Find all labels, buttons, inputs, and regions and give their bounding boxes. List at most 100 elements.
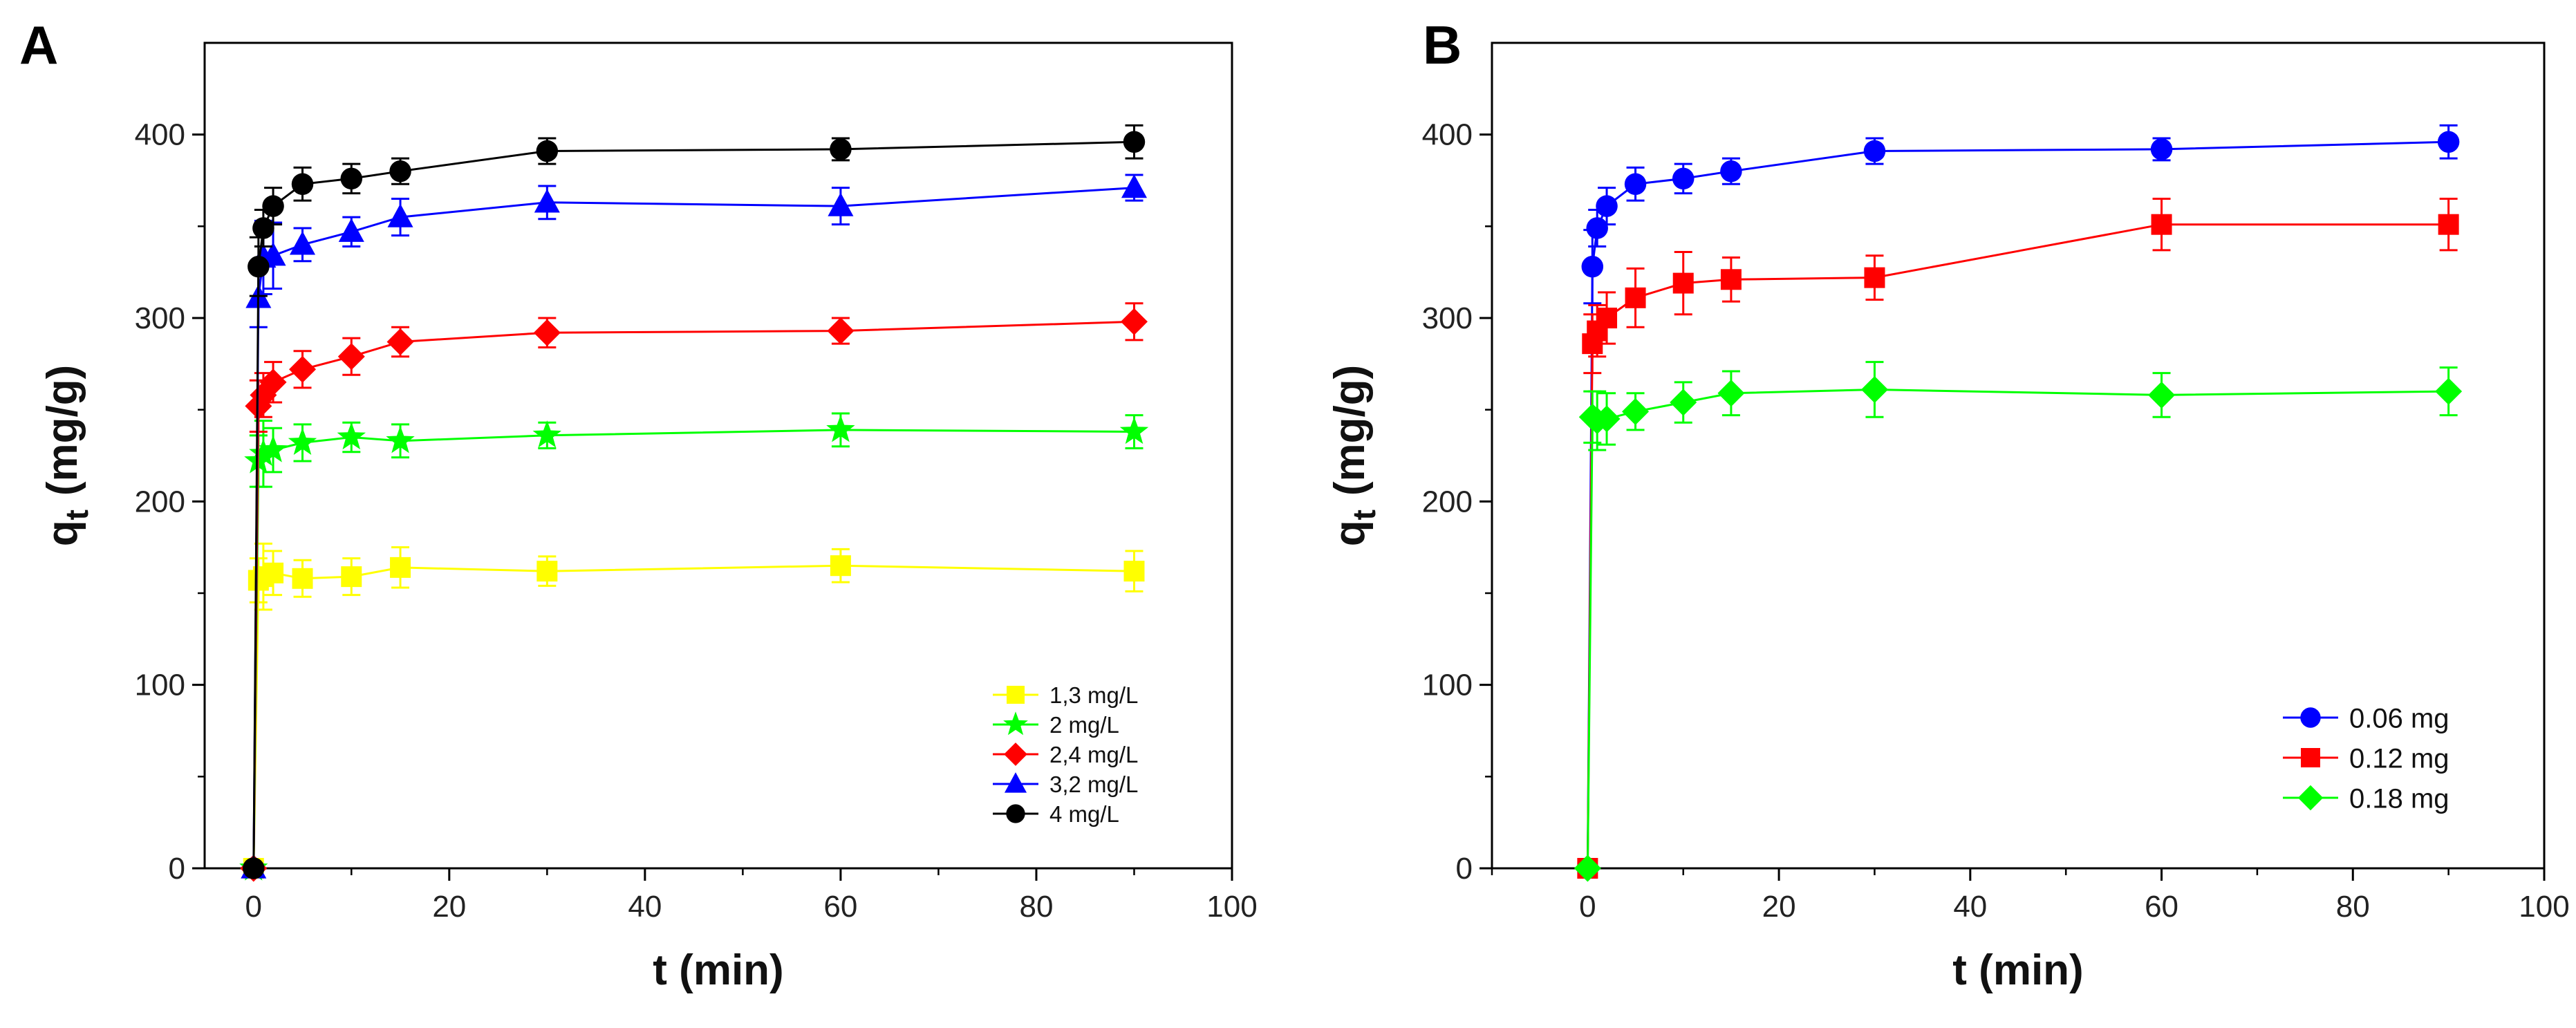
legend-marker: [2297, 785, 2324, 811]
data-point: [1121, 174, 1148, 198]
legend-label: 2,4 mg/L: [1049, 742, 1138, 767]
data-point: [291, 173, 314, 196]
series-line: [1586, 223, 2449, 869]
y-axis-title-units: (mg/g): [39, 365, 86, 496]
data-point: [389, 160, 411, 183]
data-point: [1123, 131, 1146, 153]
data-series-5: [243, 124, 1146, 879]
legend-marker: [2301, 748, 2320, 767]
legend-marker: [2300, 707, 2321, 728]
data-point: [2150, 138, 2173, 160]
legend-label: 0.18 mg: [2349, 783, 2449, 814]
legend-marker: [1007, 686, 1025, 704]
data-point: [1596, 195, 1618, 217]
data-point: [1625, 287, 1646, 308]
data-point: [341, 566, 362, 588]
data-point: [2438, 214, 2459, 235]
data-point: [1720, 269, 1742, 290]
data-point: [1123, 561, 1145, 582]
data-series-2: [239, 412, 1149, 881]
data-series-1: [243, 542, 1145, 879]
data-point: [259, 435, 288, 462]
panel-label: B: [1423, 15, 1462, 75]
x-tick-label: 60: [823, 890, 857, 924]
legend-label: 2 mg/L: [1049, 712, 1119, 738]
data-point: [337, 422, 366, 450]
legend-marker: [1004, 742, 1027, 766]
legend-label: 0.12 mg: [2349, 743, 2449, 774]
data-point: [262, 195, 284, 217]
data-point: [2151, 214, 2172, 235]
x-tick-label: 0: [1579, 890, 1596, 924]
data-point: [1624, 173, 1647, 196]
data-point: [1119, 416, 1149, 445]
data-point: [338, 218, 364, 242]
x-tick-label: 20: [432, 890, 466, 924]
data-point: [1860, 375, 1888, 403]
data-point: [289, 355, 317, 383]
legend-marker: [1004, 772, 1027, 793]
legend-label: 0.06 mg: [2349, 703, 2449, 733]
data-point: [1596, 308, 1618, 328]
y-tick-label: 100: [135, 669, 185, 702]
x-tick-label: 100: [1206, 890, 1257, 924]
series-line: [252, 429, 1135, 869]
data-point: [826, 415, 855, 442]
data-point: [386, 426, 415, 454]
data-point: [1672, 272, 1694, 294]
data-point: [2435, 377, 2463, 405]
data-point: [248, 255, 270, 278]
legend-marker: [1003, 711, 1028, 736]
data-point: [2437, 131, 2460, 153]
plot-frame: [1491, 41, 2546, 870]
data-point: [2148, 381, 2176, 409]
panel-label: A: [19, 15, 58, 75]
data-point: [292, 568, 313, 589]
legend: 1,3 mg/L 2 mg/L 2,4 mg/L 3,2 mg/L 4 mg/L: [993, 682, 1138, 827]
chart-panel-b: 0 20 40 60 80 100 0 100 200 300 400 t (min) qt (mg/g)…: [1326, 15, 2570, 994]
data-point: [337, 343, 365, 371]
data-point: [830, 138, 852, 160]
y-tick-label: 300: [135, 301, 185, 335]
x-tick-label: 80: [1019, 890, 1053, 924]
x-axis-title: t (min): [653, 946, 783, 994]
y-axis-title: qt (mg/g): [1326, 365, 1382, 547]
x-axis-title: t (min): [1952, 946, 2083, 994]
data-point: [288, 427, 317, 455]
data-point: [827, 317, 855, 345]
data-point: [830, 555, 851, 577]
y-tick-label: 0: [1456, 852, 1473, 886]
data-point: [1720, 160, 1742, 183]
x-tick-label: 100: [2519, 890, 2569, 924]
legend-label: 1,3 mg/L: [1049, 682, 1138, 708]
data-series-4: [241, 174, 1148, 879]
x-tick-label: 0: [245, 890, 262, 924]
data-point: [263, 562, 284, 583]
data-point: [390, 557, 411, 578]
data-point: [1586, 217, 1608, 239]
legend: 0.06 mg 0.12 mg 0.18 mg: [2283, 703, 2449, 814]
data-point: [1863, 140, 1886, 162]
data-point: [533, 319, 561, 346]
data-series-1: [1576, 124, 2460, 879]
y-tick-label: 300: [1422, 301, 1473, 335]
series-line: [252, 564, 1135, 869]
data-series-3: [1574, 361, 2463, 882]
x-tick-label: 20: [1762, 890, 1796, 924]
data-point: [1622, 398, 1650, 425]
y-axis-title-symbol: q: [1326, 520, 1374, 546]
plot-frame: [203, 41, 1233, 870]
y-tick-label: 200: [1422, 485, 1473, 518]
legend-marker: [1006, 804, 1025, 823]
data-point: [532, 420, 561, 448]
x-tick-label: 60: [2145, 890, 2178, 924]
data-point: [1120, 308, 1148, 335]
y-tick-label: 0: [169, 852, 185, 886]
data-point: [1670, 389, 1697, 416]
data-point: [259, 368, 287, 396]
data-point: [534, 189, 560, 213]
x-tick-label: 40: [628, 890, 662, 924]
series-line: [252, 140, 1135, 869]
data-point: [1864, 267, 1885, 288]
